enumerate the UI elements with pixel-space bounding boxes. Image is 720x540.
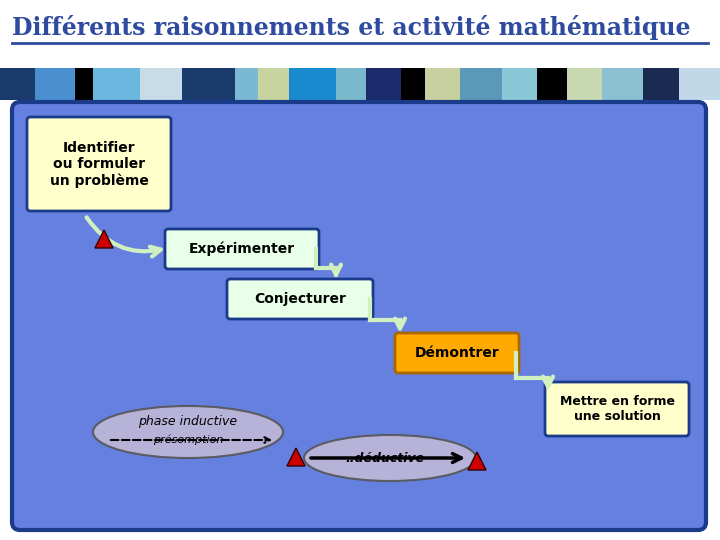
Bar bbox=[679, 68, 720, 100]
Bar bbox=[258, 68, 289, 100]
Polygon shape bbox=[468, 452, 486, 470]
Bar bbox=[35, 68, 76, 100]
Text: ..déductive: ..déductive bbox=[346, 451, 425, 464]
Bar bbox=[426, 68, 460, 100]
Bar bbox=[537, 68, 567, 100]
Text: Expérimenter: Expérimenter bbox=[189, 242, 295, 256]
FancyBboxPatch shape bbox=[395, 333, 519, 373]
Polygon shape bbox=[95, 230, 113, 248]
Bar bbox=[644, 68, 679, 100]
Bar bbox=[289, 68, 336, 100]
FancyBboxPatch shape bbox=[12, 102, 706, 530]
FancyBboxPatch shape bbox=[545, 382, 689, 436]
Ellipse shape bbox=[93, 406, 283, 458]
Text: Différents raisonnements et activité mathématique: Différents raisonnements et activité mat… bbox=[12, 16, 690, 40]
FancyBboxPatch shape bbox=[165, 229, 319, 269]
FancyBboxPatch shape bbox=[27, 117, 171, 211]
Bar bbox=[366, 68, 401, 100]
Polygon shape bbox=[287, 448, 305, 466]
FancyBboxPatch shape bbox=[227, 279, 373, 319]
Bar bbox=[567, 68, 602, 100]
Bar bbox=[602, 68, 644, 100]
Bar bbox=[460, 68, 502, 100]
Bar bbox=[182, 68, 235, 100]
Bar bbox=[0, 68, 35, 100]
Bar bbox=[140, 68, 182, 100]
Text: Mettre en forme
une solution: Mettre en forme une solution bbox=[559, 395, 675, 423]
Bar bbox=[76, 68, 93, 100]
Text: Démontrer: Démontrer bbox=[415, 346, 500, 360]
Bar bbox=[502, 68, 537, 100]
Bar bbox=[93, 68, 140, 100]
Text: phase inductive: phase inductive bbox=[138, 415, 238, 429]
Text: présomption: présomption bbox=[153, 435, 223, 446]
Bar bbox=[401, 68, 426, 100]
Bar bbox=[235, 68, 258, 100]
Text: Identifier
ou formuler
un problème: Identifier ou formuler un problème bbox=[50, 140, 148, 187]
Bar bbox=[336, 68, 366, 100]
Ellipse shape bbox=[304, 435, 476, 481]
Text: Conjecturer: Conjecturer bbox=[254, 292, 346, 306]
